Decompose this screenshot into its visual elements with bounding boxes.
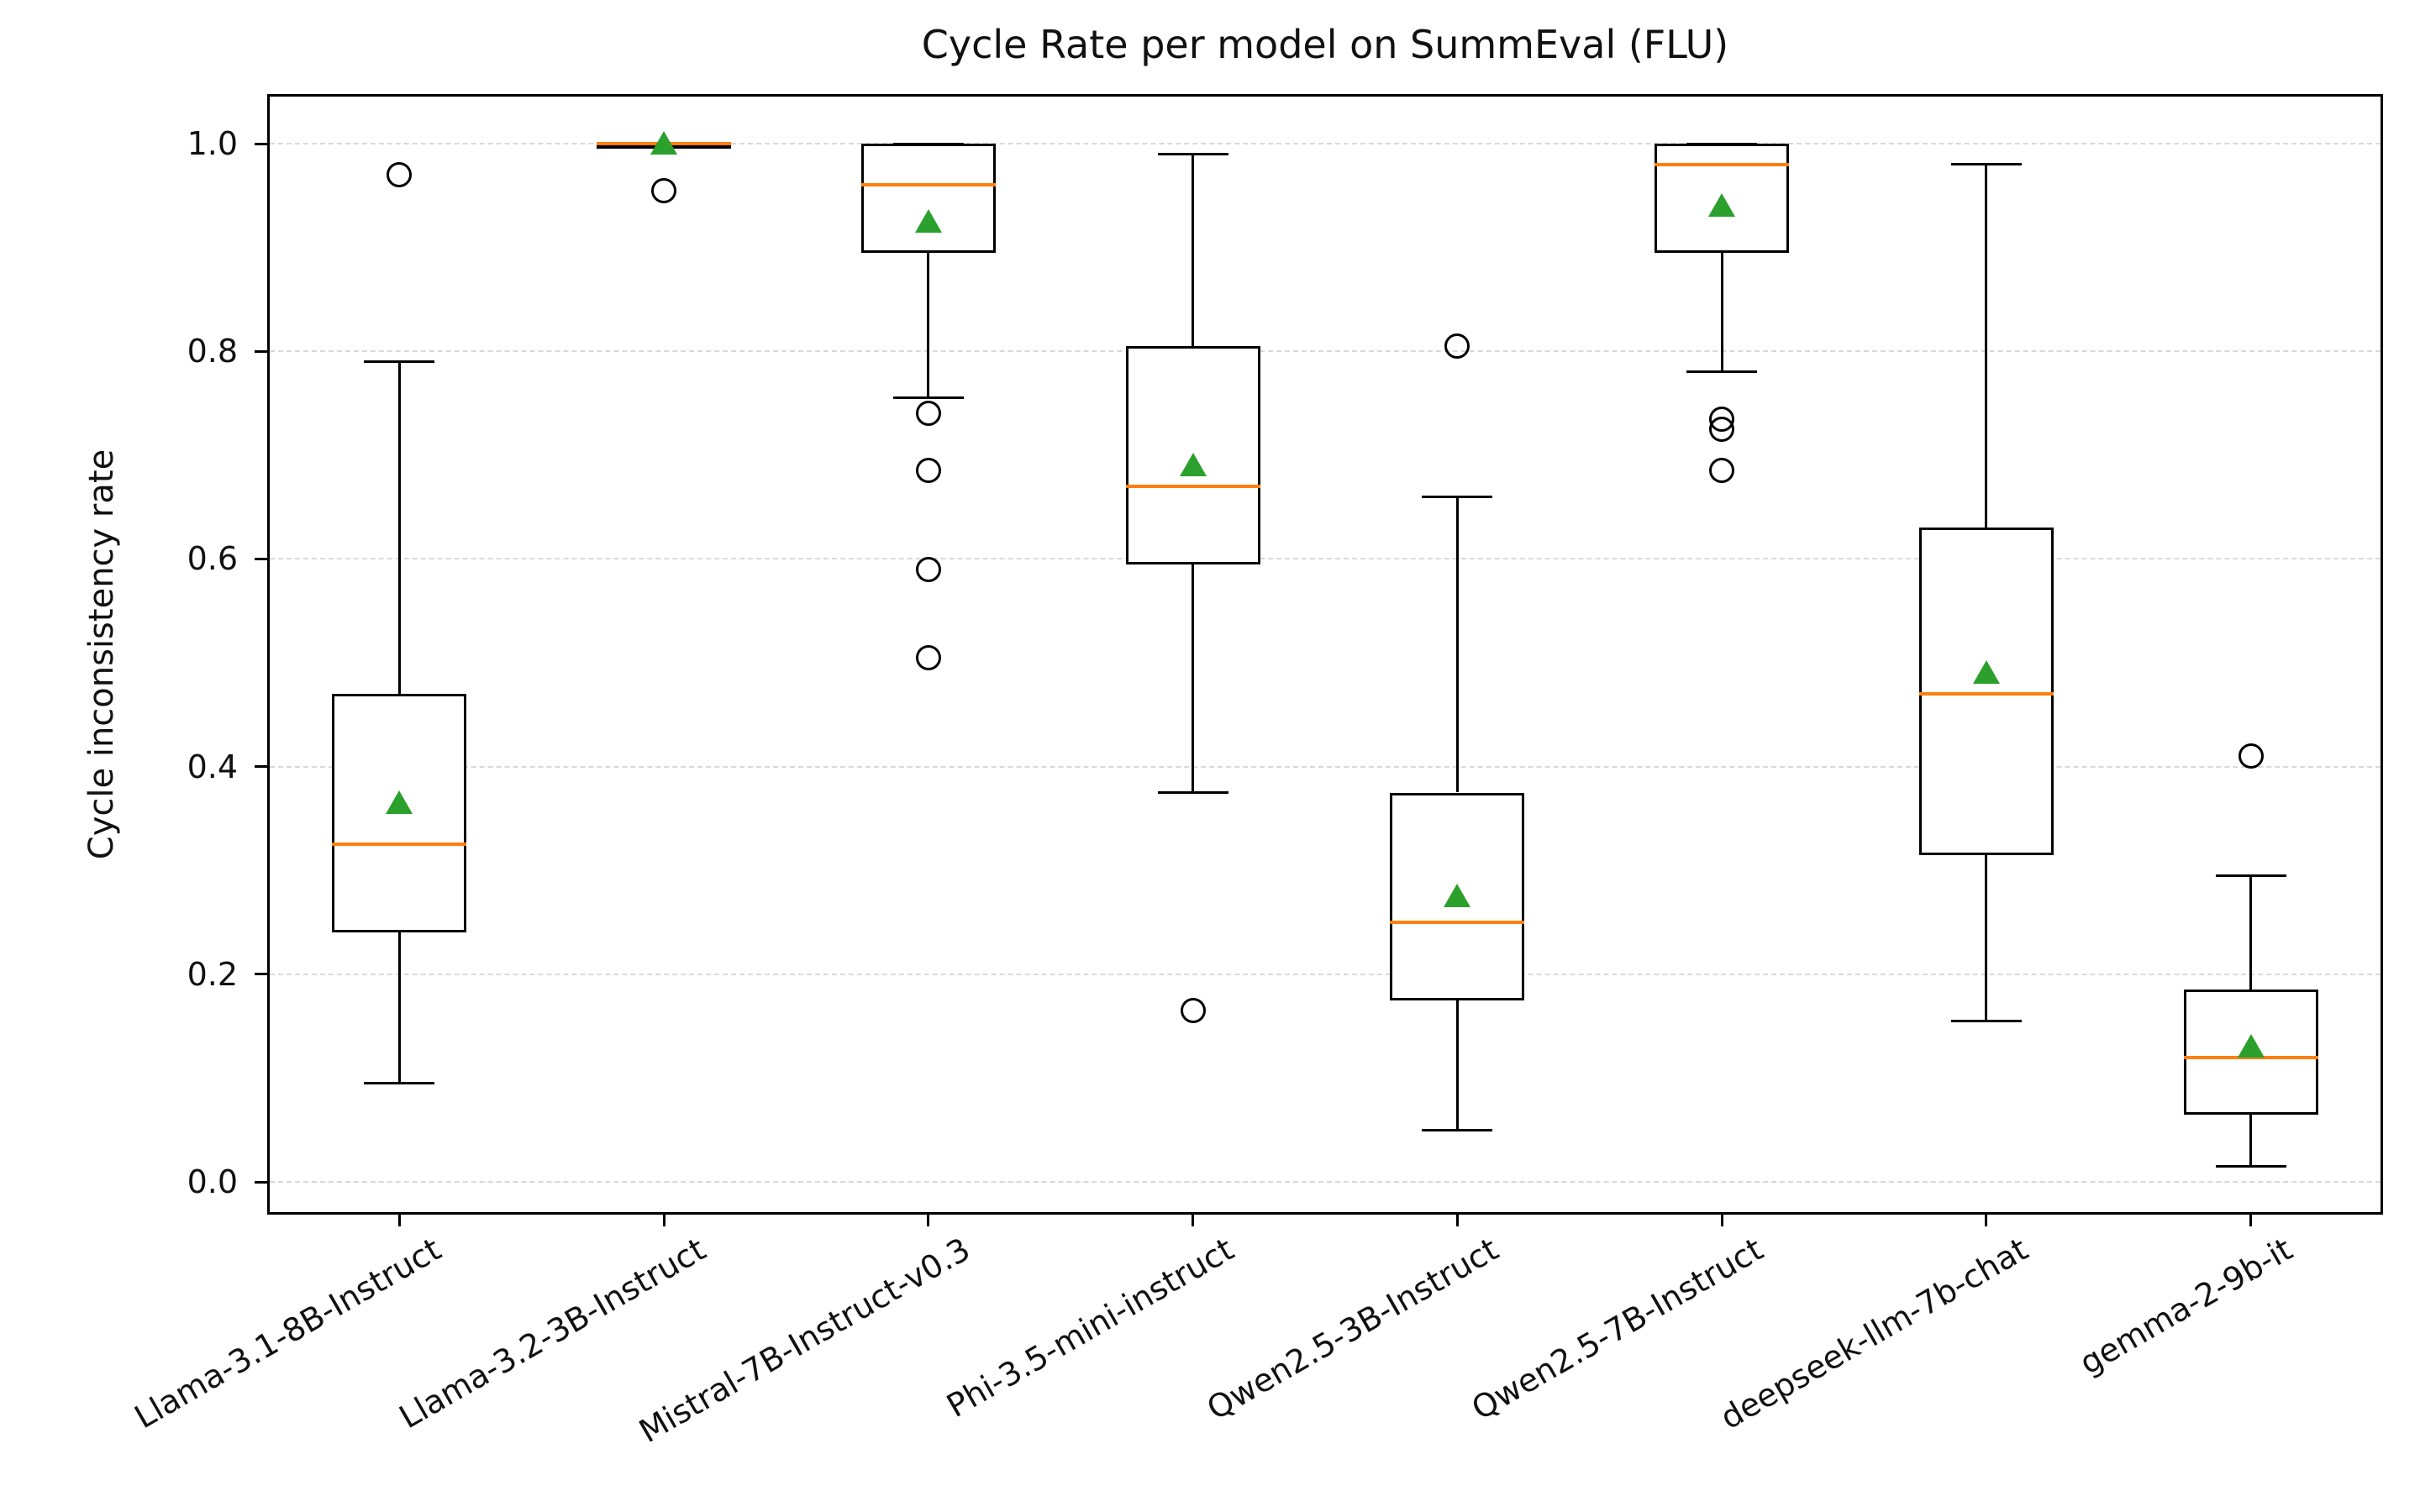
y-axis-tick-0.8: [255, 349, 267, 353]
outlier-point: [387, 162, 413, 188]
mean-marker: [2237, 1034, 2265, 1058]
iqr-box: [860, 144, 996, 253]
upper-whisker: [397, 361, 401, 695]
mean-marker: [1708, 193, 1736, 218]
iqr-box: [1125, 346, 1260, 564]
lower-whisker: [1985, 854, 1988, 1021]
lower-whisker-cap: [892, 396, 964, 400]
lower-whisker-cap: [2215, 1164, 2286, 1168]
outlier-point: [651, 177, 677, 203]
x-axis-tick: [927, 1215, 930, 1226]
gridline-0.4: [270, 765, 2381, 768]
y-axis-label: Cycle inconsistency rate: [82, 449, 121, 860]
y-tick-label-1.0: 1.0: [187, 125, 238, 162]
x-axis-tick: [1455, 1215, 1459, 1226]
lower-whisker-cap: [364, 1082, 435, 1085]
gridline-1.0: [270, 143, 2381, 144]
median-line: [1655, 162, 1790, 166]
outlier-point: [915, 644, 941, 670]
lower-whisker: [1192, 564, 1195, 793]
y-tick-label-0.0: 0.0: [187, 1163, 238, 1200]
median-line: [1390, 921, 1525, 924]
x-axis-tick: [1985, 1215, 1988, 1226]
outlier-point: [915, 458, 941, 484]
upper-whisker: [1985, 164, 1988, 528]
iqr-box: [1918, 528, 2054, 855]
outlier-point: [915, 556, 941, 582]
x-axis-tick: [397, 1215, 401, 1226]
x-axis-tick: [1192, 1215, 1195, 1226]
x-axis-tick: [2249, 1215, 2253, 1226]
lower-whisker: [1720, 252, 1723, 372]
gridline-0.8: [270, 350, 2381, 353]
iqr-box: [1390, 792, 1525, 1000]
mean-marker: [1972, 660, 2000, 685]
median-line: [332, 843, 467, 847]
y-axis-tick-0.4: [255, 765, 267, 769]
lower-whisker-cap: [1950, 1019, 2022, 1022]
upper-whisker-cap: [1157, 152, 1228, 155]
lower-whisker: [2249, 1114, 2253, 1167]
chart-title: Cycle Rate per model on SummEval (FLU): [921, 22, 1729, 67]
upper-whisker-cap: [1950, 163, 2022, 166]
x-axis-tick: [1720, 1215, 1723, 1226]
median-line: [1125, 484, 1260, 488]
gridline-0.0: [270, 1181, 2381, 1183]
outlier-point: [1444, 333, 1470, 360]
y-axis-tick-1.0: [255, 142, 267, 145]
y-axis-tick-0.0: [255, 1180, 267, 1184]
x-tick-label: Phi-3.5-mini-instruct: [940, 1230, 1241, 1425]
y-tick-label-0.6: 0.6: [187, 540, 238, 578]
outlier-point: [915, 401, 941, 427]
y-axis-tick-0.6: [255, 557, 267, 560]
upper-whisker: [1455, 496, 1459, 793]
lower-whisker: [927, 252, 930, 398]
lower-whisker-cap: [1422, 1128, 1493, 1131]
gridline-0.2: [270, 973, 2381, 975]
lower-whisker: [1455, 1000, 1459, 1131]
mean-marker: [650, 131, 678, 155]
gridline-0.6: [270, 558, 2381, 560]
y-axis-tick-0.2: [255, 973, 267, 976]
x-tick-label: gemma-2-9b-it: [2073, 1230, 2299, 1382]
mean-marker: [914, 208, 942, 233]
median-line: [860, 183, 996, 187]
upper-whisker-cap: [2215, 874, 2286, 877]
mean-marker: [386, 790, 413, 814]
y-tick-label-0.4: 0.4: [187, 748, 238, 785]
upper-whisker: [1192, 154, 1195, 347]
x-tick-label: Qwen2.5-3B-Instruct: [1201, 1230, 1505, 1427]
upper-whisker-cap: [364, 360, 435, 364]
lower-whisker-cap: [1157, 791, 1228, 794]
outlier-point: [1709, 416, 1735, 442]
lower-whisker-cap: [1686, 370, 1758, 374]
x-axis-tick: [662, 1215, 666, 1226]
outlier-point: [1709, 458, 1735, 484]
plot-area: [267, 94, 2383, 1215]
upper-whisker: [2249, 875, 2253, 990]
y-tick-label-0.8: 0.8: [187, 333, 238, 370]
median-line: [1918, 692, 2054, 696]
outlier-point: [2238, 743, 2264, 769]
mean-marker: [1179, 453, 1207, 477]
outlier-point: [1180, 998, 1206, 1024]
mean-marker: [1444, 884, 1471, 908]
y-tick-label-0.2: 0.2: [187, 955, 238, 993]
upper-whisker-cap: [1422, 495, 1493, 498]
lower-whisker: [397, 932, 401, 1084]
